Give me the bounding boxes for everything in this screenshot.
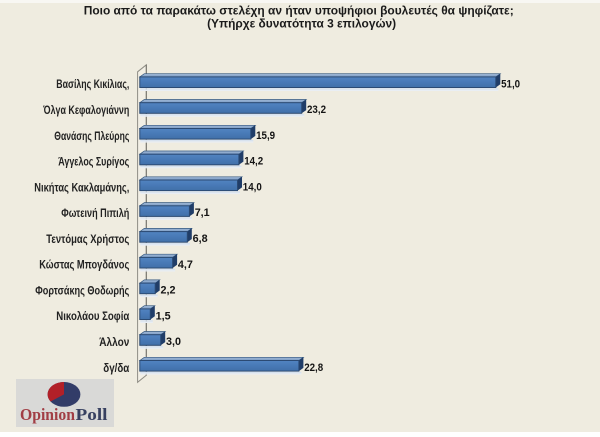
svg-text:Νικήτας Κακλαμάνης,: Νικήτας Κακλαμάνης, xyxy=(34,180,129,194)
svg-text:14,2: 14,2 xyxy=(244,156,263,168)
svg-text:51,0: 51,0 xyxy=(501,78,520,90)
svg-text:Βασίλης Κικίλιας,: Βασίλης Κικίλιας, xyxy=(56,77,129,91)
svg-text:Άγγελος Συρίγος: Άγγελος Συρίγος xyxy=(58,155,129,169)
svg-text:Άλλον: Άλλον xyxy=(99,335,129,349)
svg-text:7,1: 7,1 xyxy=(195,207,210,219)
svg-text:Ποιο από τα παρακάτω στελέχη α: Ποιο από τα παρακάτω στελέχη αν ήταν υπο… xyxy=(84,3,514,17)
svg-text:3,0: 3,0 xyxy=(166,336,181,348)
svg-text:Τεντόμας Χρήστος: Τεντόμας Χρήστος xyxy=(46,232,129,246)
svg-text:4,7: 4,7 xyxy=(178,259,193,271)
svg-text:23,2: 23,2 xyxy=(307,104,326,116)
svg-text:Opinion: Opinion xyxy=(20,405,75,424)
svg-text:1,5: 1,5 xyxy=(156,310,171,322)
svg-text:Θανάσης Πλεύρης: Θανάσης Πλεύρης xyxy=(54,129,129,143)
svg-text:22,8: 22,8 xyxy=(304,362,323,374)
svg-text:Φορτσάκης Θοδωρής: Φορτσάκης Θοδωρής xyxy=(35,283,129,297)
svg-text:Poll: Poll xyxy=(76,405,108,424)
svg-text:(Υπήρχε δυνατότητα 3 επιλογών): (Υπήρχε δυνατότητα 3 επιλογών) xyxy=(207,17,396,31)
svg-text:Κώστας Μπογδάνος: Κώστας Μπογδάνος xyxy=(39,258,129,272)
svg-text:Νικολάου Σοφία: Νικολάου Σοφία xyxy=(56,309,129,323)
svg-text:Φωτεινή Πιπιλή: Φωτεινή Πιπιλή xyxy=(61,206,129,220)
svg-text:Όλγα Κεφαλογιάννη: Όλγα Κεφαλογιάννη xyxy=(43,103,130,117)
svg-text:14,0: 14,0 xyxy=(243,181,262,193)
svg-text:δγ/δα: δγ/δα xyxy=(103,361,129,375)
svg-text:2,2: 2,2 xyxy=(161,285,176,297)
svg-text:15,9: 15,9 xyxy=(256,130,275,142)
svg-text:6,8: 6,8 xyxy=(193,233,208,245)
